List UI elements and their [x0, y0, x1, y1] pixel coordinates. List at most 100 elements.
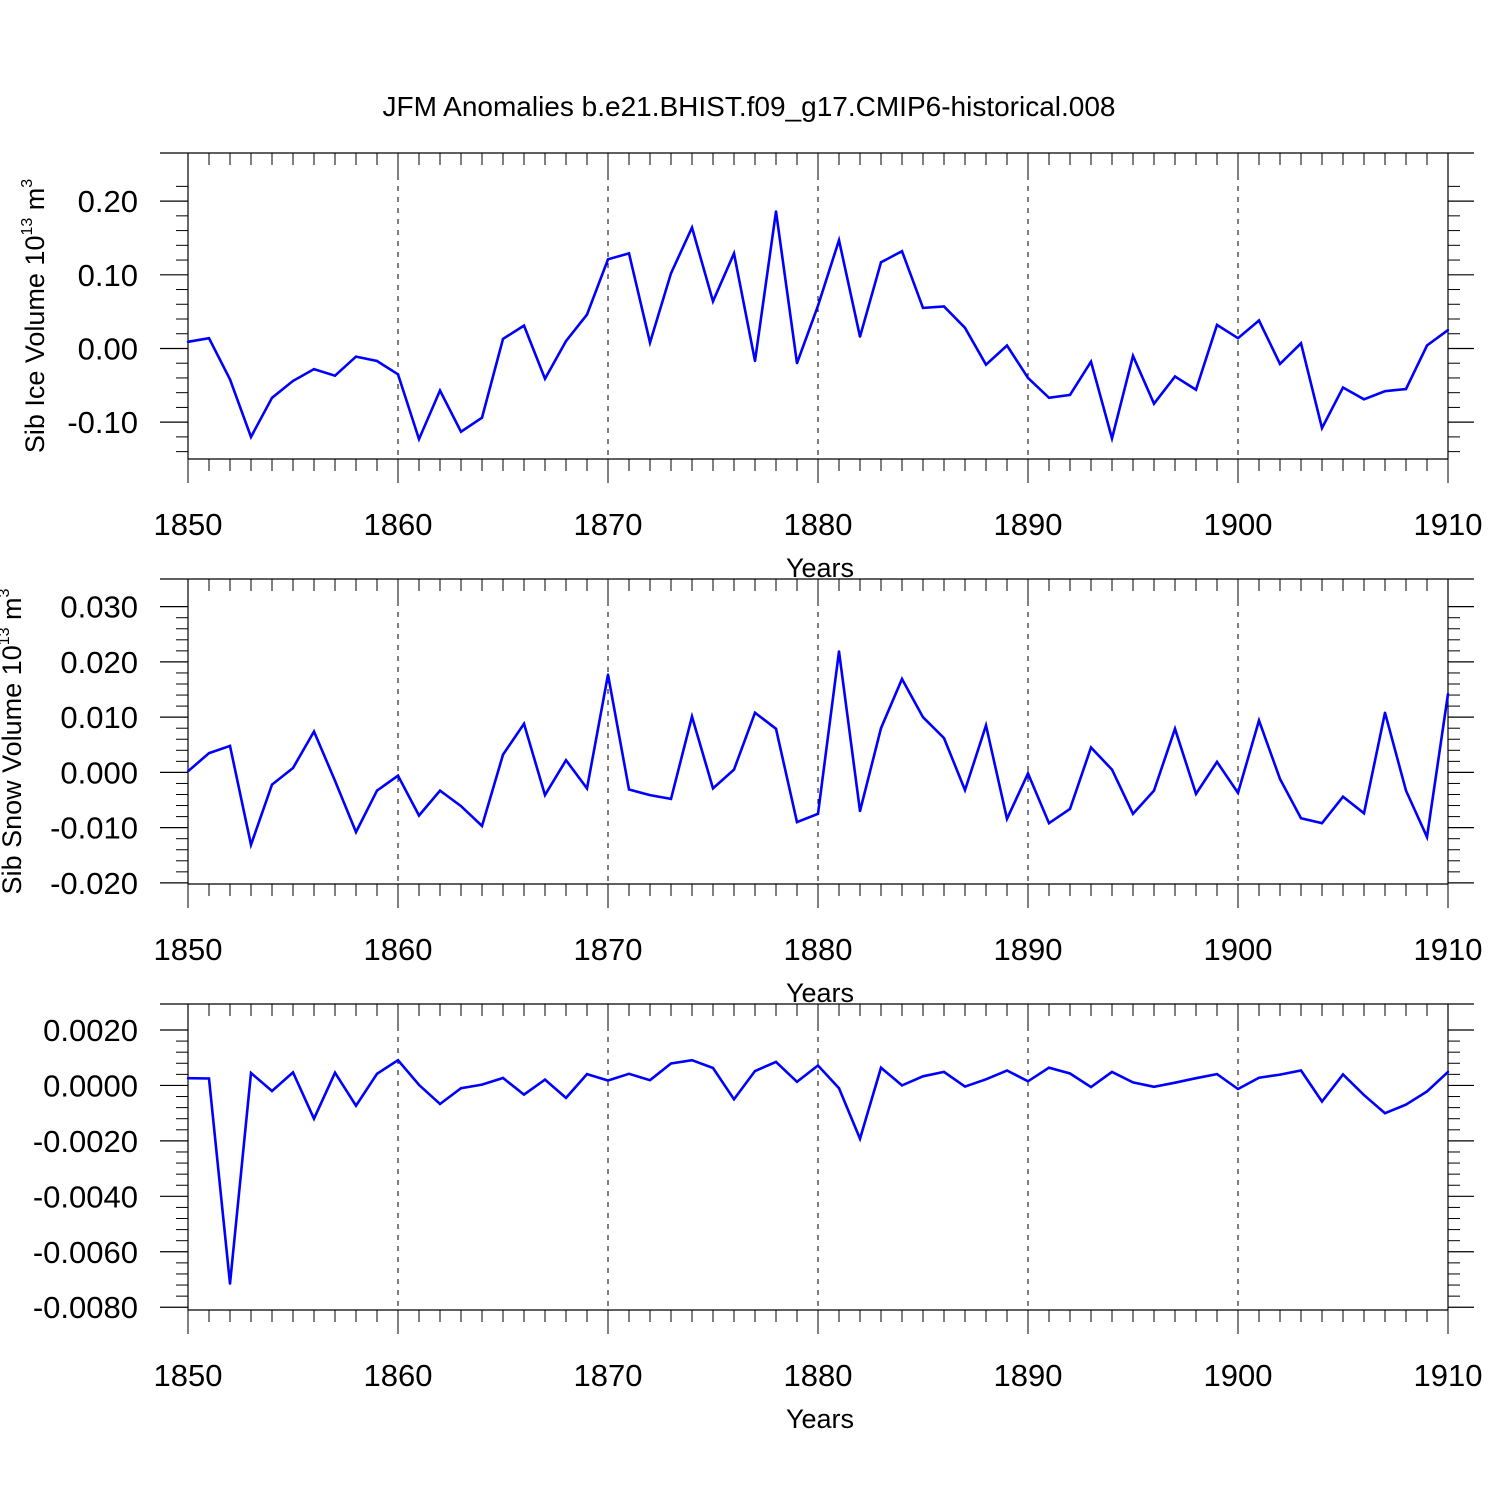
data-point-1869: [585, 1072, 589, 1076]
data-point-1876: [732, 1098, 736, 1101]
y-axis-label: Sib Ice Volume 1013 m3: [19, 179, 50, 453]
data-point-1909: [1425, 1090, 1429, 1093]
data-point-1885: [921, 715, 925, 719]
y-tick-label-0.20: 0.20: [78, 184, 138, 219]
data-point-1888: [984, 1078, 988, 1081]
data-point-1876: [732, 768, 736, 771]
data-point-1862: [438, 1102, 442, 1106]
data-point-1868: [564, 759, 568, 762]
data-point-1852: [228, 378, 232, 381]
data-point-1897: [1173, 727, 1177, 730]
data-point-1877: [753, 1069, 757, 1073]
data-point-1897: [1173, 1081, 1177, 1084]
y-tick-label-0.010: 0.010: [60, 700, 138, 735]
y-tick-label-0.0000: 0.0000: [43, 1068, 138, 1103]
data-point-1884: [900, 250, 904, 253]
data-point-1857: [333, 1071, 337, 1074]
data-point-1892: [1068, 393, 1072, 397]
data-point-1859: [375, 789, 379, 792]
data-point-1886: [942, 1070, 946, 1074]
data-point-1861: [417, 1083, 421, 1087]
data-point-1899: [1215, 1072, 1219, 1076]
data-point-1905: [1341, 386, 1345, 389]
data-point-1865: [501, 337, 505, 341]
x-tick-label-1890: 1890: [994, 932, 1063, 967]
data-point-1850: [186, 340, 190, 344]
data-point-1895: [1131, 354, 1135, 358]
data-point-1887: [963, 326, 967, 330]
x-tick-label-1910: 1910: [1414, 932, 1483, 967]
data-point-1878: [774, 210, 778, 213]
data-point-1856: [312, 1117, 316, 1120]
y-axis-label-unit: m: [20, 188, 50, 218]
data-point-1858: [354, 355, 358, 358]
data-point-1903: [1299, 1069, 1303, 1072]
data-point-1889: [1005, 344, 1009, 347]
data-point-1905: [1341, 1073, 1345, 1076]
data-point-1906: [1362, 1093, 1366, 1097]
y-axis-label-unit-exp: 3: [0, 588, 13, 597]
y-axis-label: Sib Ice Area 1013 m2: [0, 1047, 4, 1287]
data-point-1887: [963, 1085, 967, 1088]
x-tick-label-1860: 1860: [364, 1358, 433, 1393]
data-point-1855: [291, 1071, 295, 1074]
data-point-1873: [669, 1062, 673, 1065]
data-point-1907: [1383, 390, 1387, 393]
data-point-1910: [1446, 692, 1450, 696]
x-tick-label-1900: 1900: [1204, 1358, 1273, 1393]
data-point-1856: [312, 367, 316, 371]
data-point-1874: [690, 1059, 694, 1062]
data-point-1885: [921, 306, 925, 310]
data-point-1855: [291, 379, 295, 383]
data-point-1883: [879, 727, 883, 730]
data-point-1853: [249, 1071, 253, 1075]
data-point-1908: [1404, 387, 1408, 391]
x-tick-label-1910: 1910: [1414, 507, 1483, 542]
y-tick-label--0.0040: -0.0040: [33, 1179, 138, 1214]
data-point-1851: [207, 751, 211, 755]
data-point-1871: [627, 788, 631, 791]
data-point-1890: [1026, 772, 1030, 775]
data-point-1910: [1446, 1070, 1450, 1074]
data-point-1875: [711, 787, 715, 790]
x-tick-label-1850: 1850: [154, 507, 223, 542]
panel-3: 1850 1860 1870 1880 1890 1900 1910 Years -0.0080…: [0, 1003, 1482, 1434]
data-point-1895: [1131, 1081, 1135, 1084]
x-tick-label-1890: 1890: [994, 1358, 1063, 1393]
data-point-1863: [459, 804, 463, 808]
data-point-1882: [858, 1137, 862, 1140]
x-tick-label-1850: 1850: [154, 1358, 223, 1393]
data-point-1899: [1215, 323, 1219, 327]
data-point-1879: [795, 362, 799, 365]
x-tick-label-1900: 1900: [1204, 507, 1273, 542]
y-tick-label--0.010: -0.010: [50, 811, 138, 846]
y-tick-label-0.10: 0.10: [78, 258, 138, 293]
data-point-1905: [1341, 795, 1345, 798]
data-point-1868: [564, 339, 568, 343]
data-point-1872: [648, 1078, 652, 1082]
data-point-1872: [648, 793, 652, 797]
data-point-1875: [711, 1066, 715, 1070]
data-point-1874: [690, 715, 694, 718]
data-point-1890: [1026, 1080, 1030, 1083]
data-point-1897: [1173, 375, 1177, 378]
data-point-1872: [648, 341, 652, 344]
data-point-1863: [459, 1087, 463, 1090]
data-point-1884: [900, 677, 904, 681]
data-point-1866: [522, 1093, 526, 1096]
y-tick-label-0.020: 0.020: [60, 645, 138, 680]
y-tick-label--0.0080: -0.0080: [33, 1290, 138, 1325]
x-tick-label-1860: 1860: [364, 932, 433, 967]
y-tick-label--0.020: -0.020: [50, 866, 138, 901]
data-point-1867: [543, 377, 547, 380]
data-point-1861: [417, 814, 421, 817]
data-point-1882: [858, 809, 862, 813]
y-axis-label-text: Sib Snow Volume 10: [0, 645, 27, 894]
data-point-1869: [585, 313, 589, 316]
data-point-1891: [1047, 1066, 1051, 1069]
data-point-1870: [606, 258, 610, 261]
data-point-1889: [1005, 817, 1009, 821]
data-point-1885: [921, 1075, 925, 1078]
data-point-1908: [1404, 789, 1408, 792]
